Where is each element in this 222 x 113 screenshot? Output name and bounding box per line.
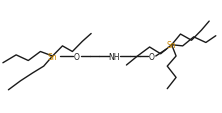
Text: NH: NH bbox=[109, 52, 120, 61]
Text: O: O bbox=[74, 52, 80, 61]
Text: O: O bbox=[149, 52, 155, 61]
Text: Sn: Sn bbox=[48, 52, 57, 61]
Text: Sn: Sn bbox=[167, 41, 176, 50]
